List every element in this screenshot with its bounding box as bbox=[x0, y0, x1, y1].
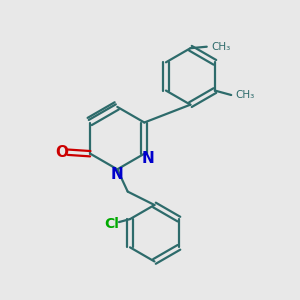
Text: CH₃: CH₃ bbox=[236, 90, 255, 100]
Text: N: N bbox=[142, 151, 154, 166]
Text: Cl: Cl bbox=[105, 217, 120, 231]
Text: CH₃: CH₃ bbox=[211, 42, 230, 52]
Text: O: O bbox=[55, 145, 68, 160]
Text: N: N bbox=[111, 167, 124, 182]
